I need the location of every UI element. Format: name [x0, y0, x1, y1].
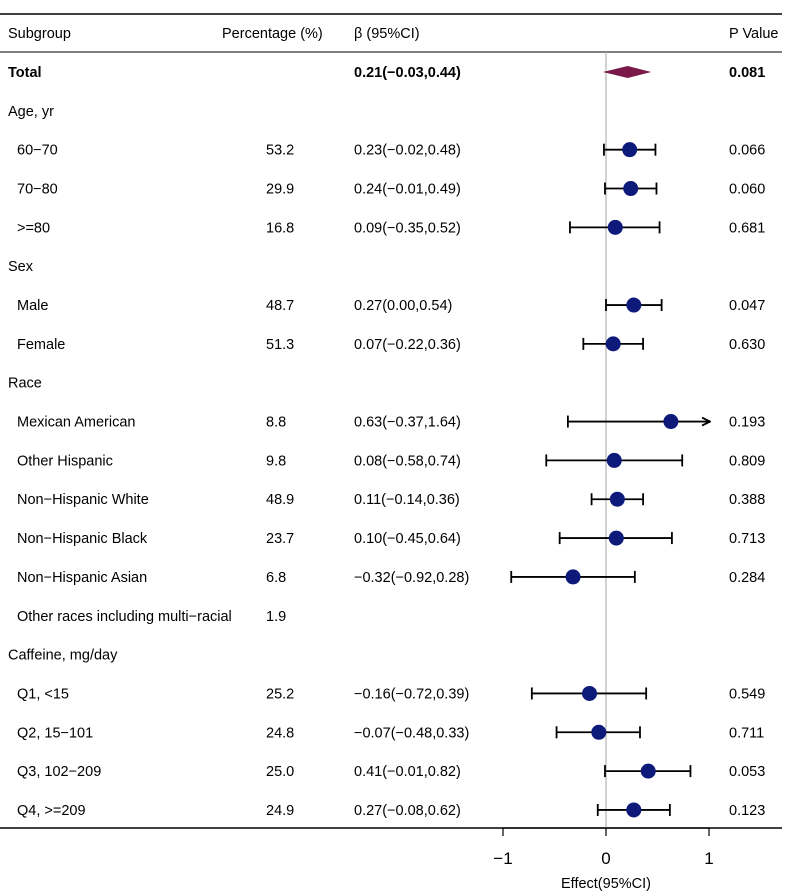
subgroup-label: Q4, >=209	[17, 803, 86, 819]
subgroup-label: Q2, 15−101	[17, 725, 93, 741]
pvalue-cell: 0.066	[729, 143, 765, 159]
x-axis: −1 0 1	[493, 827, 714, 868]
pvalue-cell: 0.081	[729, 65, 765, 81]
point-estimate	[663, 414, 679, 430]
percentage-cell: 25.2	[266, 686, 294, 702]
point-estimate	[626, 297, 642, 313]
beta-ci-cell: 0.10(−0.45,0.64)	[354, 531, 461, 547]
subgroup-label: Other races including multi−racial	[17, 609, 232, 625]
percentage-cell: 29.9	[266, 182, 294, 198]
point-estimate	[622, 142, 638, 158]
beta-ci-cell: 0.27(0.00,0.54)	[354, 298, 452, 314]
x-tick-label: 0	[601, 849, 610, 868]
pvalue-cell: 0.388	[729, 492, 765, 508]
total-diamond	[602, 66, 652, 78]
percentage-cell: 24.9	[266, 803, 294, 819]
subgroup-label: Non−Hispanic Black	[17, 531, 148, 547]
pvalue-cell: 0.284	[729, 570, 765, 586]
header-percentage: Percentage (%)	[222, 26, 323, 42]
beta-ci-cell: 0.23(−0.02,0.48)	[354, 143, 461, 159]
x-axis-label: Effect(95%CI)	[561, 876, 651, 892]
point-estimate	[565, 569, 581, 585]
point-estimate	[606, 452, 622, 468]
subgroup-label: 70−80	[17, 182, 58, 198]
subgroup-label: 60−70	[17, 143, 58, 159]
x-tick-label: 1	[704, 849, 713, 868]
percentage-cell: 16.8	[266, 220, 294, 236]
percentage-cell: 24.8	[266, 725, 294, 741]
percentage-cell: 1.9	[266, 609, 286, 625]
beta-ci-cell: 0.21(−0.03,0.44)	[354, 65, 461, 81]
beta-ci-cell: 0.63(−0.37,1.64)	[354, 415, 461, 431]
group-label: Caffeine, mg/day	[8, 648, 118, 664]
point-estimate	[623, 181, 639, 197]
beta-ci-cell: 0.24(−0.01,0.49)	[354, 182, 461, 198]
subgroup-label: >=80	[17, 220, 50, 236]
header-pvalue: P Value	[729, 26, 778, 42]
group-label: Race	[8, 376, 42, 392]
chart-marks	[510, 66, 710, 818]
beta-ci-cell: −0.16(−0.72,0.39)	[354, 686, 469, 702]
point-estimate	[582, 685, 598, 701]
pvalue-cell: 0.053	[729, 764, 765, 780]
beta-ci-cell: −0.07(−0.48,0.33)	[354, 725, 469, 741]
point-estimate	[607, 219, 623, 235]
total-label: Total	[8, 65, 42, 81]
pvalue-cell: 0.809	[729, 453, 765, 469]
subgroup-label: Male	[17, 298, 48, 314]
point-estimate	[640, 763, 656, 779]
header-subgroup: Subgroup	[8, 26, 71, 42]
subgroup-label: Mexican American	[17, 415, 135, 431]
beta-ci-cell: 0.08(−0.58,0.74)	[354, 453, 461, 469]
beta-ci-cell: 0.27(−0.08,0.62)	[354, 803, 461, 819]
subgroup-label: Q1, <15	[17, 686, 69, 702]
beta-ci-cell: 0.41(−0.01,0.82)	[354, 764, 461, 780]
point-estimate	[609, 491, 625, 507]
subgroup-label: Female	[17, 337, 65, 353]
subgroup-label: Non−Hispanic Asian	[17, 570, 147, 586]
percentage-cell: 9.8	[266, 453, 286, 469]
beta-ci-cell: −0.32(−0.92,0.28)	[354, 570, 469, 586]
percentage-cell: 48.7	[266, 298, 294, 314]
pvalue-cell: 0.713	[729, 531, 765, 547]
pvalue-cell: 0.681	[729, 220, 765, 236]
pvalue-cell: 0.193	[729, 415, 765, 431]
pvalue-cell: 0.060	[729, 182, 765, 198]
percentage-cell: 51.3	[266, 337, 294, 353]
pvalue-cell: 0.047	[729, 298, 765, 314]
group-label: Sex	[8, 259, 34, 275]
pvalue-cell: 0.711	[729, 725, 764, 741]
beta-ci-cell: 0.09(−0.35,0.52)	[354, 220, 461, 236]
pvalue-cell: 0.630	[729, 337, 765, 353]
percentage-cell: 23.7	[266, 531, 294, 547]
header-beta: β (95%CI)	[354, 26, 420, 42]
subgroup-label: Q3, 102−209	[17, 764, 101, 780]
point-estimate	[591, 724, 607, 740]
point-estimate	[608, 530, 624, 546]
pvalue-cell: 0.549	[729, 686, 765, 702]
percentage-cell: 25.0	[266, 764, 294, 780]
table-rows: Total 0.21(−0.03,0.44) 0.081 Age, yr 60−70 53…	[8, 65, 765, 819]
point-estimate	[605, 336, 621, 352]
percentage-cell: 48.9	[266, 492, 294, 508]
group-label: Age, yr	[8, 104, 54, 120]
point-estimate	[626, 802, 642, 818]
percentage-cell: 8.8	[266, 415, 286, 431]
beta-ci-cell: 0.11(−0.14,0.36)	[354, 492, 460, 508]
subgroup-label: Other Hispanic	[17, 453, 113, 469]
x-tick-label: −1	[493, 849, 512, 868]
pvalue-cell: 0.123	[729, 803, 765, 819]
subgroup-label: Non−Hispanic White	[17, 492, 149, 508]
percentage-cell: 6.8	[266, 570, 286, 586]
beta-ci-cell: 0.07(−0.22,0.36)	[354, 337, 461, 353]
percentage-cell: 53.2	[266, 143, 294, 159]
